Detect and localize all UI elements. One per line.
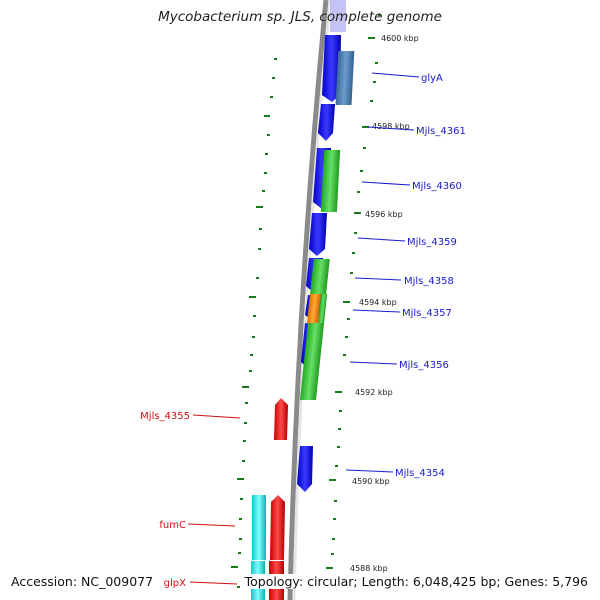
feature-mjls4360 <box>320 150 341 212</box>
gene-label-mjls4355[interactable]: Mjls_4355 <box>140 411 190 422</box>
genome-backbone <box>287 0 329 600</box>
gene-arrow-mjls4354 <box>297 446 313 492</box>
gene-label-mjls4359[interactable]: Mjls_4359 <box>407 237 457 248</box>
gene-label-glyA[interactable]: glyA <box>421 73 443 84</box>
genome-summary-text: Topology: circular; Length: 6,048,425 bp… <box>242 574 590 589</box>
reverse-cds-track <box>269 398 288 600</box>
feature-mjls4357 <box>306 294 322 324</box>
forward-gene-labels <box>345 72 420 473</box>
scale-label-4594: 4594 kbp <box>359 298 397 307</box>
map-title: Mycobacterium sp. JLS, complete genome <box>158 9 442 25</box>
feature-glyA <box>335 51 355 105</box>
scale-label-4600: 4600 kbp <box>381 34 419 43</box>
scale-label-4598: 4598 kbp <box>372 122 410 131</box>
feature-track <box>299 51 355 400</box>
gene-arrow-mjls4355 <box>274 398 288 440</box>
gene-arrow-mjls4359 <box>309 213 327 256</box>
feature-fumC <box>252 495 266 560</box>
gene-label-fumC[interactable]: fumC <box>159 520 186 531</box>
gene-label-mjls4354[interactable]: Mjls_4354 <box>395 468 445 479</box>
backbone-shadow <box>292 0 332 600</box>
scale-label-4596: 4596 kbp <box>365 210 403 219</box>
scale-labels: 4600 kbp 4598 kbp 4596 kbp 4594 kbp 4592… <box>350 34 419 573</box>
gene-label-mjls4357[interactable]: Mjls_4357 <box>402 308 452 319</box>
gene-label-mjls4360[interactable]: Mjls_4360 <box>412 181 462 192</box>
gene-label-mjls4356[interactable]: Mjls_4356 <box>399 360 449 371</box>
outer-tick-scale <box>231 58 277 588</box>
gene-label-mjls4361[interactable]: Mjls_4361 <box>416 126 466 137</box>
gene-arrow-top <box>330 0 346 32</box>
scale-label-4590: 4590 kbp <box>352 477 390 486</box>
gene-label-glpX[interactable]: glpX <box>164 578 186 589</box>
gene-arrow-fumC <box>270 495 285 560</box>
gene-label-mjls4358[interactable]: Mjls_4358 <box>404 276 454 287</box>
gene-arrow-glyA <box>322 35 341 102</box>
inner-tick-scale <box>326 14 381 569</box>
scale-label-4588: 4588 kbp <box>350 564 388 573</box>
feature-mjls4356 <box>299 323 325 400</box>
accession-text: Accession: NC_009077 <box>9 574 156 589</box>
feature-mjls4358 <box>309 259 330 295</box>
reverse-gene-labels <box>187 414 241 585</box>
gene-arrow-mjls4361 <box>318 104 335 141</box>
feature-mjls4357b <box>317 294 328 324</box>
scale-label-4592: 4592 kbp <box>355 388 393 397</box>
